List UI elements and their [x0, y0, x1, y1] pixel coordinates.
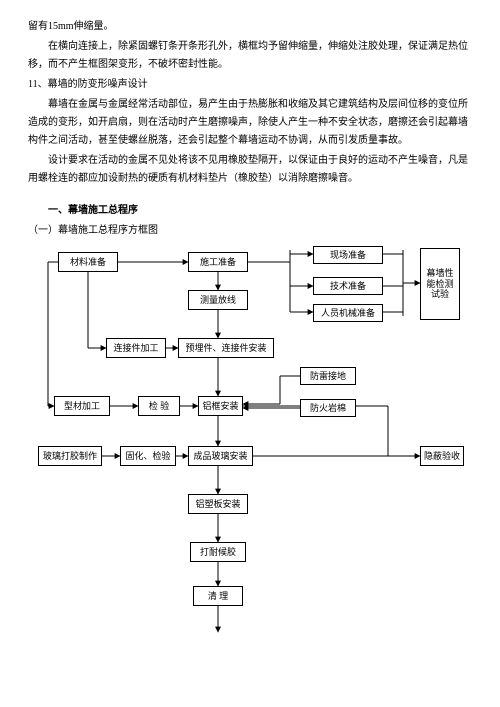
para-2: 在横向连接上，除紧固螺钉条开条形孔外，横框均予留伸缩量，伸缩处注胶处理，保证满足…	[28, 38, 472, 74]
node-profile-machining: 型材加工	[54, 396, 110, 416]
node-inspect: 检 验	[138, 396, 180, 416]
para-4: 幕墙在金属与金属经常活动部位，易产生由于热膨胀和收缩及其它建筑结构及层间位移的变…	[28, 96, 472, 150]
node-firewool: 防火岩棉	[300, 399, 356, 417]
node-connector-machining: 连接件加工	[106, 338, 166, 358]
node-hidden-accept: 隐蔽验收	[420, 446, 464, 466]
node-embed-install: 预埋件、连接件安装	[178, 338, 274, 358]
node-glass-glue: 玻璃打胶制作	[38, 446, 102, 466]
node-cure-inspect: 固化、检验	[120, 446, 176, 466]
node-site-prep: 现场准备	[313, 246, 383, 264]
para-3: 11、幕墙的防变形噪声设计	[28, 76, 472, 94]
node-material-prep: 材料准备	[58, 252, 118, 272]
node-survey: 测量放线	[188, 290, 248, 310]
node-glass-install: 成品玻璃安装	[188, 446, 253, 466]
para-5: 设计要求在活动的金属不见处将该不见用橡胶垫隔开，以保证由于良好的运动不产生噪音，…	[28, 152, 472, 188]
node-weather-seal: 打耐候胶	[190, 542, 246, 562]
node-tech-prep: 技术准备	[313, 277, 383, 295]
para-1: 留有15mm伸缩量。	[28, 18, 472, 36]
node-construction-prep: 施工准备	[188, 252, 248, 272]
node-personnel-prep: 人员机械准备	[313, 304, 383, 322]
heading-1: 一、幕墙施工总程序	[28, 202, 472, 220]
flowchart: 材料准备 施工准备 现场准备 技术准备 人员机械准备 幕墙性能检测试验 测量放线…	[28, 246, 472, 646]
node-clean: 清 理	[193, 586, 243, 606]
node-performance-test: 幕墙性能检测试验	[420, 248, 460, 320]
node-al-panel-install: 铝塑板安装	[188, 494, 248, 514]
node-al-frame-install: 铝框安装	[198, 396, 243, 416]
subheading-1: （一）幕墙施工总程序方框图	[28, 222, 472, 240]
node-lightning: 防雷接地	[300, 367, 356, 385]
